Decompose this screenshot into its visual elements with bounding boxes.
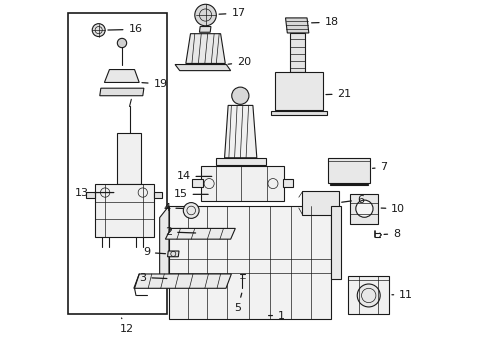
Polygon shape <box>100 88 144 96</box>
Circle shape <box>183 203 199 219</box>
Polygon shape <box>186 34 225 63</box>
Polygon shape <box>166 228 235 239</box>
Text: 12: 12 <box>120 318 134 334</box>
Polygon shape <box>87 192 95 198</box>
Polygon shape <box>302 191 339 215</box>
Circle shape <box>232 87 249 104</box>
Polygon shape <box>330 184 368 185</box>
Polygon shape <box>224 105 257 158</box>
Text: 18: 18 <box>312 17 339 27</box>
Polygon shape <box>134 274 231 288</box>
Polygon shape <box>350 194 378 224</box>
Circle shape <box>357 284 380 307</box>
Text: 10: 10 <box>381 204 405 214</box>
Circle shape <box>92 24 105 37</box>
Polygon shape <box>169 206 331 319</box>
Polygon shape <box>199 27 211 32</box>
Text: 9: 9 <box>143 247 166 257</box>
Polygon shape <box>331 206 341 279</box>
Polygon shape <box>160 206 169 284</box>
Polygon shape <box>117 134 141 184</box>
Polygon shape <box>216 158 266 165</box>
Polygon shape <box>286 18 309 33</box>
Polygon shape <box>95 184 153 237</box>
Circle shape <box>195 4 216 26</box>
Circle shape <box>117 39 126 48</box>
Polygon shape <box>201 166 284 201</box>
Polygon shape <box>275 72 323 110</box>
Bar <box>69 13 167 315</box>
Text: 11: 11 <box>392 290 413 300</box>
Text: 17: 17 <box>219 8 245 18</box>
Text: 2: 2 <box>165 227 196 237</box>
Text: 3: 3 <box>139 273 167 283</box>
Polygon shape <box>348 276 389 315</box>
Polygon shape <box>175 64 231 71</box>
Text: 7: 7 <box>372 162 388 172</box>
Text: 1: 1 <box>269 311 285 320</box>
Text: 13: 13 <box>75 188 114 198</box>
Polygon shape <box>283 179 294 187</box>
Polygon shape <box>104 69 139 82</box>
Polygon shape <box>168 251 179 257</box>
Text: 14: 14 <box>176 171 212 181</box>
Text: 19: 19 <box>142 79 168 89</box>
Polygon shape <box>153 192 162 198</box>
Polygon shape <box>271 111 327 116</box>
Circle shape <box>356 200 373 217</box>
Text: 16: 16 <box>108 24 143 35</box>
Polygon shape <box>328 158 370 183</box>
Text: 15: 15 <box>173 189 208 199</box>
Polygon shape <box>192 179 203 187</box>
Text: 21: 21 <box>326 89 352 99</box>
Text: 20: 20 <box>228 57 251 67</box>
Text: 8: 8 <box>384 229 400 239</box>
Text: 4: 4 <box>163 203 189 213</box>
Polygon shape <box>290 33 305 72</box>
Text: 5: 5 <box>234 293 242 313</box>
Text: 6: 6 <box>342 195 364 205</box>
